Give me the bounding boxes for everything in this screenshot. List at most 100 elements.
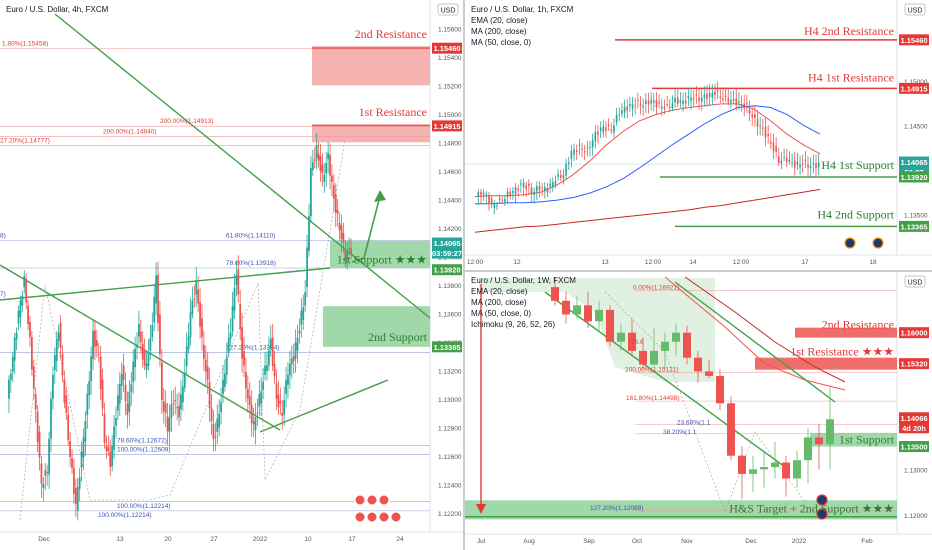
candle <box>105 446 108 452</box>
candle <box>631 104 634 109</box>
moving-average-line[interactable] <box>474 103 821 198</box>
candle <box>785 157 788 163</box>
economic-event-icon[interactable] <box>816 494 828 506</box>
panel-divider-horizontal[interactable] <box>465 270 932 272</box>
candle <box>799 164 801 168</box>
indicator-ichimoku-label[interactable]: Ichimoku (9, 26, 52, 26) <box>471 320 556 329</box>
candle <box>331 175 333 182</box>
trendline-support[interactable] <box>259 379 389 433</box>
candle <box>208 381 211 409</box>
economic-event-icon[interactable] <box>390 511 402 523</box>
candle <box>212 424 215 440</box>
candle <box>530 187 533 194</box>
candle <box>277 394 280 408</box>
candle <box>44 470 47 476</box>
candle <box>676 97 679 104</box>
chart-1h-canvas[interactable]: H4 2nd Resistance H4 1st Resistance H4 1st… <box>465 0 932 270</box>
candle <box>583 151 586 153</box>
zone-2nd-resistance[interactable] <box>795 327 897 338</box>
economic-event-icon[interactable] <box>366 511 378 523</box>
candle <box>546 188 549 193</box>
candle <box>174 400 177 402</box>
candle <box>76 486 79 511</box>
trendline-neckline[interactable] <box>0 267 331 301</box>
candle <box>143 351 146 366</box>
candle <box>520 183 522 185</box>
pattern-dotted-path <box>19 139 346 521</box>
price-tag-bg <box>432 264 462 276</box>
economic-event-icon[interactable] <box>378 511 390 523</box>
candle <box>65 395 68 413</box>
currency-badge[interactable] <box>437 3 459 16</box>
candle <box>308 216 310 251</box>
trendline-descending-upper[interactable] <box>674 281 836 403</box>
candle <box>164 403 167 413</box>
candle <box>586 147 589 149</box>
chart-1w-canvas[interactable]: 0.00%(1.16921) 78.6 200.00%(1.15121) 161.80… <box>465 272 932 550</box>
candle <box>683 332 691 358</box>
currency-badge-label: USD <box>908 8 923 15</box>
moving-average-line[interactable] <box>664 276 846 391</box>
candle <box>591 139 594 148</box>
candle <box>317 153 320 161</box>
candle <box>584 305 592 322</box>
zone-1st-resistance[interactable] <box>312 123 430 143</box>
moving-average-line[interactable] <box>474 188 821 233</box>
economic-event-icon[interactable] <box>872 237 884 249</box>
indicator-ema20-label[interactable]: EMA (20, close) <box>471 16 528 25</box>
candle <box>581 148 583 150</box>
zone-label: 2nd Resistance <box>355 27 427 41</box>
zone-2nd-support[interactable] <box>323 306 430 347</box>
moving-average-line[interactable] <box>475 105 821 205</box>
candle <box>11 356 14 372</box>
price-tag: 1.15460 <box>433 44 460 53</box>
zone-2nd-resistance[interactable] <box>312 46 430 86</box>
indicator-ma200-label[interactable]: MA (200, close) <box>471 27 527 36</box>
candle <box>329 155 331 176</box>
candle <box>573 305 581 315</box>
indicator-ma50-label[interactable]: MA (50, close, 0) <box>471 309 532 318</box>
economic-event-icon[interactable] <box>844 237 856 249</box>
projection-arrow[interactable] <box>351 195 381 263</box>
zone-1st-resistance[interactable] <box>755 357 897 370</box>
candle <box>25 278 28 303</box>
indicator-ma200-label[interactable]: MA (200, close) <box>471 298 527 307</box>
indicator-ema20-label[interactable]: EMA (20, close) <box>471 287 528 296</box>
chart-panel-1h[interactable]: H4 2nd Resistance H4 1st Resistance H4 1st… <box>465 0 932 270</box>
price-tick: 1.14200 <box>438 226 462 233</box>
candle <box>628 332 636 351</box>
candle <box>237 269 240 295</box>
candle <box>770 141 772 144</box>
chart-panel-4h[interactable]: 1.80%(1.15458)200.00%(1.14913)200.00%(1.… <box>0 0 463 550</box>
candle <box>338 222 341 231</box>
candle <box>13 337 16 361</box>
moving-average-line[interactable] <box>684 276 846 383</box>
economic-event-icon[interactable] <box>366 494 378 506</box>
currency-badge[interactable] <box>904 3 926 16</box>
economic-event-icon[interactable] <box>378 494 390 506</box>
indicator-ma50-label[interactable]: MA (50, close, 0) <box>471 38 532 47</box>
panel-divider-vertical[interactable] <box>463 0 465 550</box>
projection-arrowhead <box>374 190 386 202</box>
candle <box>256 412 259 414</box>
zone-hs-target[interactable] <box>465 500 897 520</box>
currency-badge[interactable] <box>904 275 926 288</box>
economic-event-icon[interactable] <box>354 511 366 523</box>
chart-1h-header: Euro / U.S. Dollar, 1h, FXCM EMA (20, cl… <box>471 4 573 48</box>
time-tick: 27 <box>210 536 218 543</box>
price-tag: 1.14066 <box>900 414 927 423</box>
fib-label: 7) <box>0 291 6 298</box>
economic-event-icon[interactable] <box>354 494 366 506</box>
zone-label: 1st Support <box>839 433 895 447</box>
time-tick: 18 <box>869 259 877 266</box>
candle <box>71 458 73 469</box>
economic-event-icon[interactable] <box>816 508 828 520</box>
candle <box>218 413 221 428</box>
candle <box>334 194 337 213</box>
candle <box>573 149 575 156</box>
chart-4h-canvas[interactable]: 1.80%(1.15458)200.00%(1.14913)200.00%(1.… <box>0 0 463 550</box>
candle <box>126 403 129 415</box>
trendline-descending[interactable] <box>54 13 431 319</box>
chart-panel-1w[interactable]: 0.00%(1.16921) 78.6 200.00%(1.15121) 161.80… <box>465 272 932 550</box>
candle <box>722 98 724 100</box>
